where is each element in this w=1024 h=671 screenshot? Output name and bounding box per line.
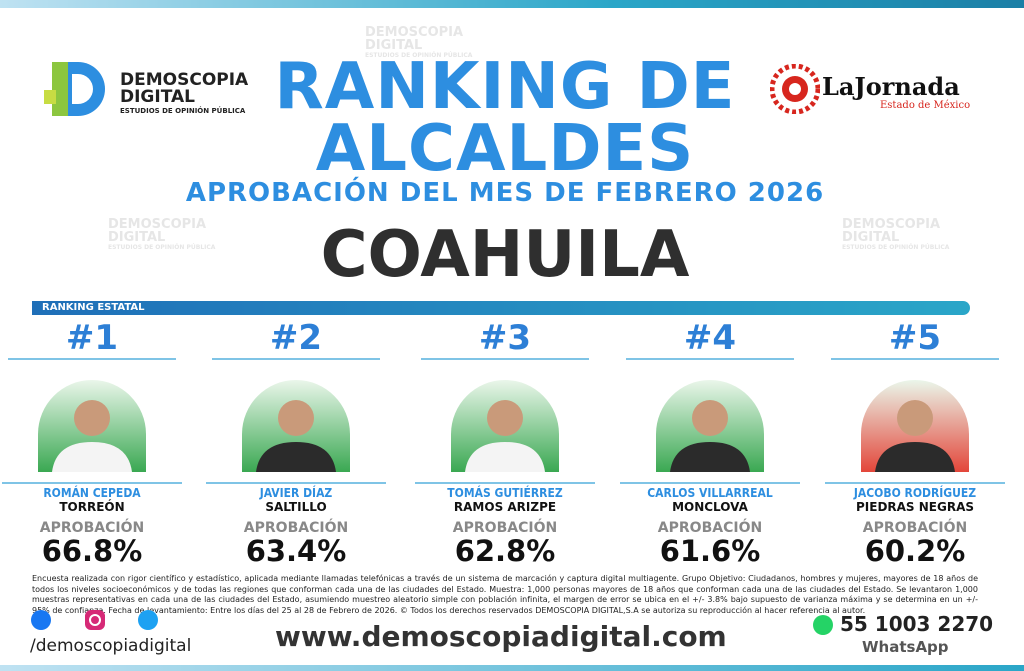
brand-tagline: ESTUDIOS DE OPINIÓN PÚBLICA xyxy=(120,107,246,115)
approval-value: 63.4% xyxy=(245,534,347,568)
approval-value: 60.2% xyxy=(864,534,966,568)
silhouette xyxy=(256,400,336,472)
approval-value: 62.8% xyxy=(454,534,556,568)
rank-line xyxy=(831,358,999,360)
silhouette xyxy=(465,400,545,472)
approval-label: APROBACIÓN xyxy=(452,520,558,536)
candidate-name: JACOBO RODRÍGUEZ xyxy=(825,482,1005,500)
candidate-name: CARLOS VILLARREAL xyxy=(620,482,800,500)
watermark: DEMOSCOPIA DIGITAL ESTUDIOS DE OPINIÓN PÚB… xyxy=(365,26,472,60)
candidate-card: #2 JAVIER DÍAZ SALTILLO APROBACIÓN 63.4% xyxy=(206,318,386,566)
silhouette xyxy=(875,400,955,472)
watermark-text: DEMOSCOPIA xyxy=(108,217,207,232)
social-handle: /demoscopiadigital xyxy=(30,636,192,656)
candidate-card: #3 TOMÁS GUTIÉRREZ RAMOS ARIZPE APROBACIÓN 6… xyxy=(415,318,595,566)
watermark-text: ESTUDIOS DE OPINIÓN PÚBLICA xyxy=(365,52,473,59)
watermark-text: DEMOSCOPIA xyxy=(842,217,941,232)
phone: 55 1003 2270 xyxy=(840,612,994,636)
candidate-name: ROMÁN CEPEDA xyxy=(2,482,182,500)
candidate-card: #4 CARLOS VILLARREAL MONCLOVA APROBACIÓN 61.… xyxy=(620,318,800,566)
rank: #5 xyxy=(888,318,942,358)
phone-label: WhatsApp xyxy=(862,638,949,656)
candidate-city: TORREÓN xyxy=(59,500,125,514)
candidate-photo xyxy=(38,380,146,472)
disclaimer: Encuesta realizada con rigor científico … xyxy=(32,574,978,615)
approval-label: APROBACIÓN xyxy=(862,520,968,536)
watermark: DEMOSCOPIA DIGITAL ESTUDIOS DE OPINIÓN PÚB… xyxy=(108,218,215,252)
section-bar xyxy=(32,301,970,315)
rank: #1 xyxy=(65,318,119,358)
brand-line: DIGITAL xyxy=(120,87,195,107)
partner-region: Estado de México xyxy=(880,100,971,111)
candidate-card: #1 ROMÁN CEPEDA TORREÓN APROBACIÓN 66.8% xyxy=(2,318,182,566)
title: ALCALDES xyxy=(315,112,695,186)
rank-line xyxy=(626,358,794,360)
candidate-city: SALTILLO xyxy=(265,500,327,514)
candidate-photo xyxy=(861,380,969,472)
approval-value: 61.6% xyxy=(659,534,761,568)
approval-label: APROBACIÓN xyxy=(657,520,763,536)
candidate-city: PIEDRAS NEGRAS xyxy=(855,500,975,514)
watermark-text: DIGITAL xyxy=(842,230,900,245)
silhouette xyxy=(670,400,750,472)
approval-label: APROBACIÓN xyxy=(39,520,145,536)
silhouette xyxy=(52,400,132,472)
rank: #2 xyxy=(269,318,323,358)
candidate-city: MONCLOVA xyxy=(672,500,748,514)
website: www.demoscopiadigital.com xyxy=(275,620,727,653)
subtitle: APROBACIÓN DEL MES DE FEBRERO 2026 xyxy=(185,178,825,208)
title: RANKING DE xyxy=(274,50,736,124)
partner-name: LaJornada xyxy=(822,72,960,101)
candidate-photo xyxy=(242,380,350,472)
brand-name: DEMOSCOPIA DIGITAL ESTUDIOS DE OPINIÓN PÚB… xyxy=(120,72,248,116)
section-label: RANKING ESTATAL xyxy=(42,302,145,313)
candidate-card: #5 JACOBO RODRÍGUEZ PIEDRAS NEGRAS APROBACI… xyxy=(825,318,1005,566)
candidate-city: RAMOS ARIZPE xyxy=(453,500,557,514)
rank-line xyxy=(212,358,380,360)
brand-line: DEMOSCOPIA xyxy=(120,70,249,90)
approval-label: APROBACIÓN xyxy=(243,520,349,536)
brand-logo xyxy=(44,62,105,116)
watermark-text: ESTUDIOS DE OPINIÓN PÚBLICA xyxy=(108,244,216,251)
state: COAHUILA xyxy=(320,218,690,292)
candidate-photo xyxy=(451,380,559,472)
approval-value: 66.8% xyxy=(41,534,143,568)
watermark-text: ESTUDIOS DE OPINIÓN PÚBLICA xyxy=(842,244,950,251)
rank: #4 xyxy=(683,318,737,358)
partner-logo xyxy=(770,64,820,114)
candidate-name: TOMÁS GUTIÉRREZ xyxy=(415,482,595,500)
watermark: DEMOSCOPIA DIGITAL ESTUDIOS DE OPINIÓN PÚB… xyxy=(842,218,949,252)
rank-line xyxy=(421,358,589,360)
watermark-text: DIGITAL xyxy=(365,38,423,53)
social-icons xyxy=(31,610,158,630)
watermark-text: DEMOSCOPIA xyxy=(365,25,464,40)
candidate-name: JAVIER DÍAZ xyxy=(206,482,386,500)
bottom-bar xyxy=(0,665,1024,671)
top-bar xyxy=(0,0,1024,8)
watermark-text: DIGITAL xyxy=(108,230,166,245)
rank: #3 xyxy=(478,318,532,358)
candidate-photo xyxy=(656,380,764,472)
whatsapp-icon xyxy=(813,615,833,635)
rank-line xyxy=(8,358,176,360)
